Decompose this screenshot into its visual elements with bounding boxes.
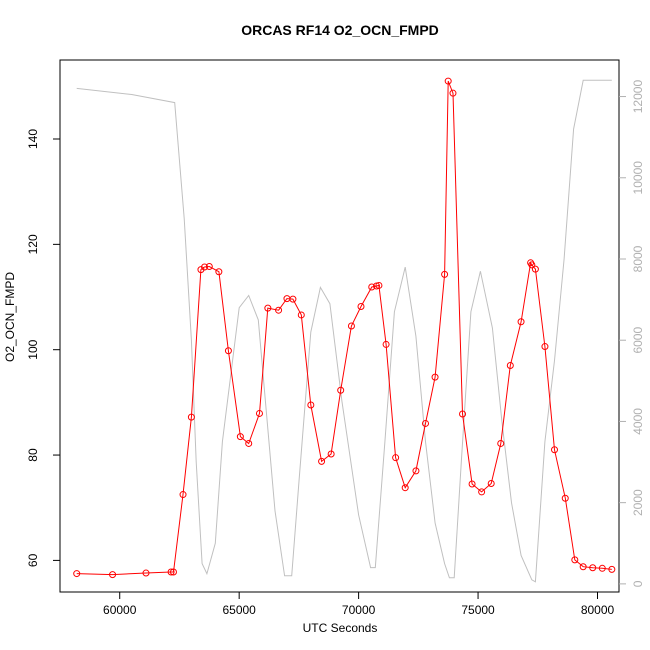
series-left-point-48	[541, 343, 549, 351]
y2-tick-label-5: 10000	[631, 161, 645, 195]
x-tick-label-3: 75000	[461, 603, 495, 617]
series-left-point-8	[201, 263, 209, 271]
series-left-point-54	[598, 564, 606, 572]
series-left-point-30	[392, 454, 400, 462]
series-left-point-38	[459, 410, 467, 418]
x-tick-label-4: 80000	[581, 603, 615, 617]
series-left-point-53	[589, 564, 597, 572]
series-left-point-51	[571, 556, 579, 564]
y2-tick-label-4: 8000	[631, 245, 645, 272]
series-left-point-44	[517, 318, 525, 326]
series-left-point-29	[382, 340, 390, 348]
series-left-point-21	[318, 457, 326, 465]
series-left-point-9	[205, 262, 213, 270]
series-left-point-0	[73, 570, 81, 578]
y2-axis: 0 2000 4000 6000 8000 10000 12000	[619, 80, 645, 587]
y-tick-label-1: 80	[26, 448, 40, 462]
series-left-point-46	[528, 261, 536, 269]
series-left-point-10	[215, 268, 223, 276]
series-left-point-33	[422, 419, 429, 427]
series-left-point-24	[347, 322, 355, 330]
y2-tick-label-0: 0	[631, 580, 645, 587]
series-left-point-11	[224, 347, 232, 355]
series-left-point-39	[468, 480, 476, 488]
series-left-point-26	[368, 283, 376, 291]
y-tick-label-0: 60	[26, 553, 40, 567]
x-axis: 60000 65000 70000 75000 80000	[103, 592, 615, 617]
series-left-point-22	[327, 450, 335, 458]
plot-frame	[59, 59, 620, 593]
series-left-point-37	[449, 89, 457, 97]
series-left-point-47	[531, 265, 539, 273]
series-left-point-36	[444, 77, 452, 85]
series-left-point-4	[169, 568, 177, 576]
y-tick-label-2: 100	[26, 339, 40, 359]
series-left-point-31	[401, 484, 409, 492]
series-left-point-50	[561, 494, 569, 502]
series-left-point-52	[579, 563, 587, 571]
series-left-point-6	[187, 413, 195, 421]
chart-title: ORCAS RF14 O2_OCN_FMPD	[241, 22, 439, 38]
series-left-point-41	[487, 479, 495, 487]
series-left-point-32	[412, 467, 420, 475]
series-left-point-2	[142, 569, 150, 577]
series-left-point-18	[289, 295, 297, 303]
series-left-point-55	[608, 565, 616, 573]
series-left-point-12	[236, 433, 244, 441]
y2-tick-label-2: 4000	[631, 408, 645, 435]
series-left-point-20	[307, 401, 315, 409]
series-right-line	[76, 79, 612, 583]
series-left-line	[76, 80, 612, 576]
series-left-point-43	[506, 362, 514, 370]
series-left-point-42	[497, 439, 505, 447]
y2-tick-label-6: 12000	[631, 80, 645, 114]
y-axis-label: O2_OCN_FMPD	[3, 272, 17, 362]
series-left-point-49	[551, 446, 558, 454]
series-left-point-5	[179, 491, 187, 499]
series-left-point-35	[441, 270, 449, 278]
x-axis-label: UTC Seconds	[303, 621, 378, 635]
x-tick-label-0: 60000	[103, 603, 137, 617]
y2-tick-label-3: 6000	[631, 327, 645, 354]
series-layer	[73, 77, 616, 583]
series-left-point-28	[375, 281, 383, 289]
y-tick-label-3: 120	[26, 234, 40, 254]
series-left-point-13	[245, 439, 253, 447]
series-left-point-1	[109, 571, 117, 579]
series-left-point-16	[275, 306, 283, 314]
x-tick-label-1: 65000	[222, 603, 256, 617]
x-tick-label-2: 70000	[342, 603, 376, 617]
series-left-point-14	[255, 409, 263, 417]
series-left-point-3	[167, 568, 175, 576]
y-axis: 60 80 100 120 140	[26, 129, 60, 567]
y2-tick-label-1: 2000	[631, 489, 645, 516]
y-tick-label-4: 140	[26, 129, 40, 149]
series-left-point-40	[478, 488, 486, 496]
series-left-point-25	[357, 303, 365, 311]
series-left-point-34	[431, 373, 439, 381]
series-left-point-15	[264, 304, 272, 312]
series-left-point-19	[297, 311, 305, 319]
series-left-point-23	[337, 386, 345, 394]
